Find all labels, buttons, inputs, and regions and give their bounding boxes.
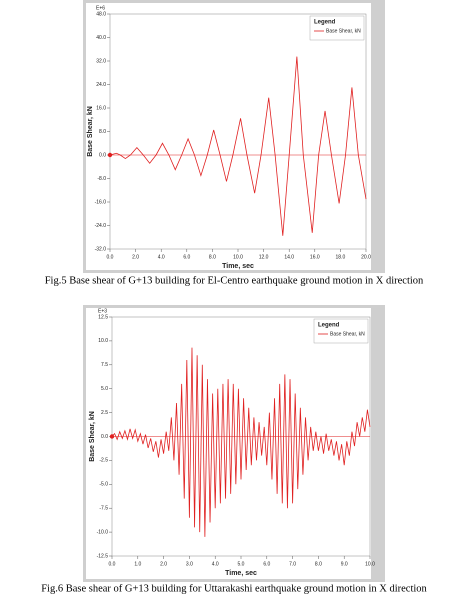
x-tick-label: 8.0 (315, 561, 322, 567)
data-line (109, 56, 367, 236)
y-axis-label: Base Shear, kN (87, 106, 94, 157)
y-tick-label: 5.0 (101, 386, 108, 392)
y-tick-label: 40.0 (96, 35, 106, 41)
figure-caption: Fig.6 Base shear of G+13 building for Ut… (41, 583, 427, 594)
figure-caption: Fig.5 Base shear of G+13 building for El… (45, 275, 424, 286)
y-tick-label: 8.0 (99, 129, 106, 135)
x-tick-label: 2.0 (160, 561, 167, 567)
y-tick-label: 2.5 (101, 410, 108, 416)
y-tick-label: -2.5 (99, 458, 108, 464)
y-tick-label: 0.0 (101, 434, 108, 440)
x-tick-label: 2.0 (132, 254, 139, 260)
y-tick-label: -32.0 (95, 246, 107, 252)
x-tick-label: 4.0 (158, 254, 165, 260)
x-tick-label: 6.0 (183, 254, 190, 260)
y-tick-label: 7.5 (101, 362, 108, 368)
y-tick-label: 48.0 (96, 11, 106, 17)
x-tick-label: 3.0 (186, 561, 193, 567)
x-tick-label: 16.0 (310, 254, 320, 260)
y-tick-label: -10.0 (97, 529, 109, 535)
y-tick-label: 16.0 (96, 105, 106, 111)
x-tick-label: 4.0 (212, 561, 219, 567)
x-tick-label: 10.0 (233, 254, 243, 260)
x-axis-label: Time, sec (225, 570, 257, 577)
x-axis-label: Time, sec (222, 263, 254, 270)
x-tick-label: 0.0 (107, 254, 114, 260)
y-tick-label: 32.0 (96, 58, 106, 64)
legend-box (309, 15, 365, 41)
y-tick-label: -12.5 (97, 553, 109, 559)
x-tick-label: 6.0 (263, 561, 270, 567)
axis-multiplier: E+3 (98, 308, 107, 314)
data-line (111, 347, 371, 537)
y-tick-label: -24.0 (95, 223, 107, 229)
y-tick-label: 0.0 (99, 152, 106, 158)
x-tick-label: 12.0 (259, 254, 269, 260)
y-tick-label: 12.5 (98, 314, 108, 320)
y-tick-label: -16.0 (95, 199, 107, 205)
y-tick-label: 10.0 (98, 338, 108, 344)
y-axis-label: Base Shear, kN (89, 411, 96, 462)
axis-multiplier: E+6 (96, 5, 105, 11)
start-marker (109, 434, 115, 439)
x-tick-label: 8.0 (209, 254, 216, 260)
x-tick-label: 0.0 (109, 561, 116, 567)
x-tick-label: 14.0 (284, 254, 294, 260)
y-tick-label: -8.0 (97, 176, 106, 182)
x-tick-label: 10.0 (365, 561, 375, 567)
legend-label: Base Shear, kN (330, 331, 365, 337)
legend-title: Legend (318, 323, 340, 329)
start-marker (107, 152, 113, 158)
x-tick-label: 5.0 (238, 561, 245, 567)
x-tick-label: 18.0 (336, 254, 346, 260)
x-tick-label: 20.0 (361, 254, 371, 260)
legend-box (313, 318, 369, 344)
x-tick-label: 7.0 (289, 561, 296, 567)
y-tick-label: 24.0 (96, 82, 106, 88)
x-tick-label: 9.0 (341, 561, 348, 567)
legend-title: Legend (314, 20, 336, 26)
legend-label: Base Shear, kN (326, 28, 361, 34)
y-tick-label: -5.0 (99, 482, 108, 488)
y-tick-label: -7.5 (99, 506, 108, 512)
x-tick-label: 1.0 (134, 561, 141, 567)
